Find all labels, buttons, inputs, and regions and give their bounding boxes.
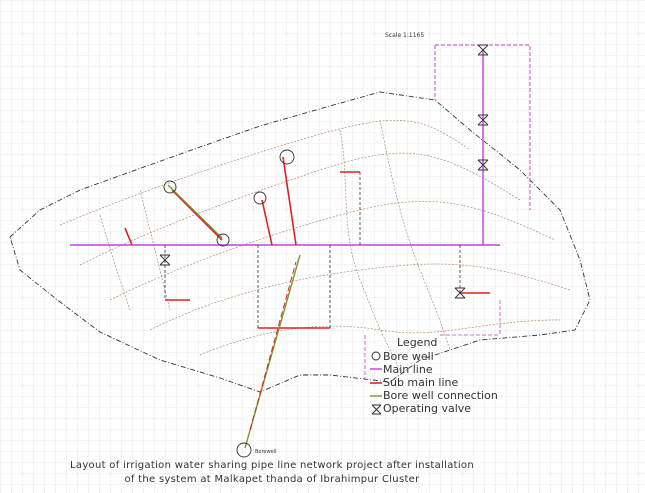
caption-line: Layout of irrigation water sharing pipe … <box>70 460 474 471</box>
grid-background <box>0 0 645 493</box>
legend-item: Bore well connection <box>383 389 498 402</box>
layout-drawing: Scale 1:1165 Borewell <box>0 0 645 493</box>
borewell-label: Borewell <box>255 449 276 455</box>
legend-item: Bore well <box>383 350 434 363</box>
caption-line: of the system at Malkapet thanda of Ibra… <box>124 474 420 485</box>
page: Scale 1:1165 Borewell <box>0 0 645 493</box>
legend-item: Sub main line <box>383 376 458 389</box>
scale-label: Scale 1:1165 <box>385 32 424 39</box>
legend-title: Legend <box>397 336 437 349</box>
legend-item: Operating valve <box>383 402 471 415</box>
legend-item: Main line <box>383 363 433 376</box>
